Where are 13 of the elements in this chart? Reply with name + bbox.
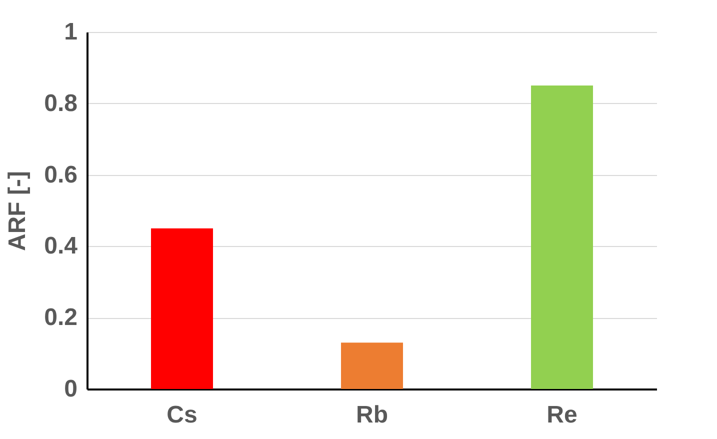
y-tick-label: 0.2 [44, 304, 78, 332]
y-tick-label: 0.8 [44, 90, 78, 117]
x-tick-label: Cs [166, 402, 198, 428]
bar [341, 342, 403, 389]
y-tick-label: 0.6 [44, 161, 78, 188]
bar [531, 86, 593, 389]
y-tick-label: 1 [64, 18, 78, 46]
y-tick-label: 0.4 [44, 232, 78, 260]
bar [151, 228, 213, 389]
y-axis-title: ARF [-] [4, 171, 32, 251]
x-tick-label: Rb [356, 402, 388, 428]
x-tick-label: Re [546, 402, 578, 428]
y-tick-label: 0 [64, 376, 78, 402]
